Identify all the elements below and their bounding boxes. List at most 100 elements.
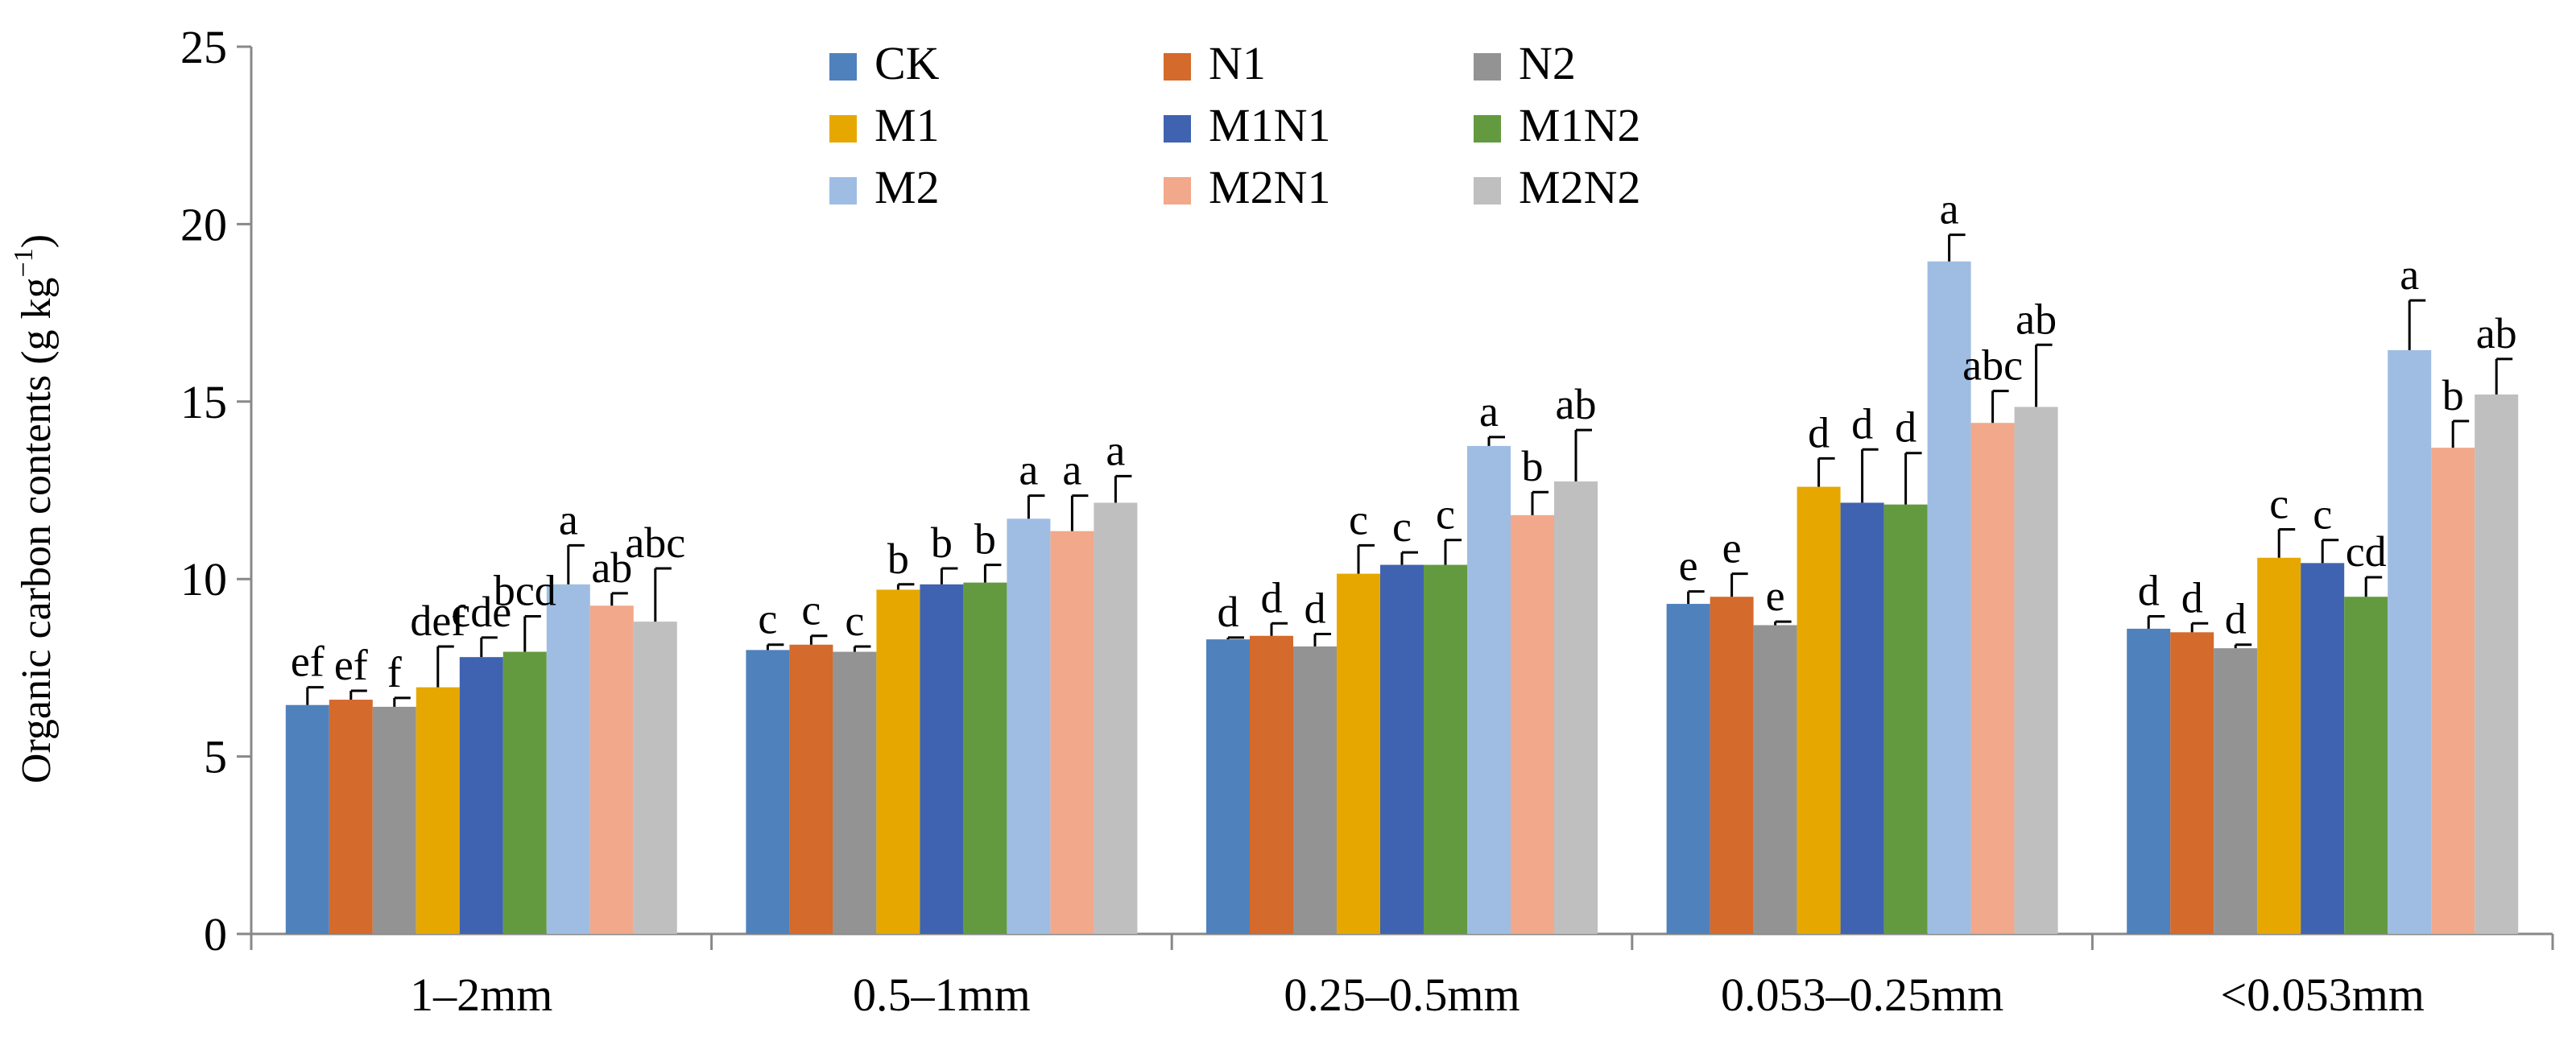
significance-label: b (931, 518, 953, 567)
bar (2388, 349, 2432, 934)
significance-label: a (2400, 250, 2419, 299)
significance-label: c (1392, 502, 1412, 551)
bar (2014, 407, 2058, 934)
significance-label: abc (625, 518, 685, 567)
bar (1094, 502, 1138, 934)
bar (920, 584, 964, 934)
legend-label: M2N2 (1519, 161, 1640, 213)
bar (1424, 564, 1467, 934)
bar (2214, 648, 2258, 934)
significance-label: a (1106, 426, 1125, 474)
significance-label: abc (1962, 341, 2023, 390)
significance-label: c (758, 595, 777, 643)
significance-label: bcd (494, 566, 556, 614)
bar (876, 589, 920, 934)
bar (1206, 639, 1250, 934)
significance-label: b (1522, 442, 1544, 490)
significance-label: d (2138, 566, 2160, 614)
y-tick-label: 0 (204, 908, 227, 960)
y-tick-label: 20 (180, 198, 227, 250)
significance-label: b (887, 535, 909, 583)
significance-label: c (2313, 490, 2332, 539)
y-tick-label: 5 (204, 731, 227, 783)
legend-label: CK (875, 37, 940, 89)
significance-label: d (1218, 588, 1239, 636)
legend-label: M2 (875, 161, 940, 213)
significance-label: a (1019, 446, 1038, 494)
legend-swatch (1164, 53, 1191, 81)
bar (329, 700, 373, 934)
significance-label: cde (451, 588, 511, 636)
significance-label: d (1808, 408, 1830, 456)
bar (2301, 563, 2345, 934)
bar (546, 584, 590, 934)
y-axis-label-main: Organic carbon contents (g kg (14, 277, 60, 783)
legend-label: M1N1 (1209, 99, 1330, 151)
bar (416, 687, 460, 934)
bar (1710, 597, 1754, 934)
significance-label: d (2181, 573, 2203, 622)
legend-label: M1 (875, 99, 940, 151)
x-category-label: 0.25–0.5mm (1284, 969, 1520, 1021)
bar (2127, 628, 2171, 934)
x-category-label: 0.5–1mm (853, 969, 1031, 1021)
bar (2344, 597, 2388, 934)
bar (1511, 514, 1554, 934)
bar (633, 622, 677, 934)
bar (1797, 486, 1841, 934)
bar (2431, 448, 2475, 934)
bar (589, 605, 634, 934)
significance-label: d (1305, 585, 1326, 633)
legend-swatch (829, 115, 857, 143)
bar (1467, 445, 1511, 934)
significance-label: a (559, 495, 578, 543)
y-tick-label: 15 (180, 376, 227, 428)
legend-label: M1N2 (1519, 99, 1640, 151)
x-category-label: <0.053mm (2220, 969, 2424, 1021)
significance-label: d (1261, 573, 1283, 622)
significance-label: a (1062, 446, 1081, 494)
bar (1007, 518, 1051, 934)
significance-label: ef (291, 638, 325, 686)
y-tick-label: 25 (180, 21, 227, 73)
bar (372, 706, 416, 934)
significance-label: e (1766, 572, 1785, 620)
x-category-label: 1–2mm (410, 969, 552, 1021)
significance-label: b (974, 515, 996, 564)
bar (1380, 564, 1424, 934)
significance-label: e (1722, 524, 1742, 572)
legend-label: M2N1 (1209, 161, 1330, 213)
bar (459, 657, 503, 934)
legend: CK N1 N2 M1 M1N1 M1N2 M2 M2N1 M2N2 (829, 37, 1640, 213)
significance-label: c (845, 597, 864, 645)
bar (1554, 481, 1598, 934)
y-axis-label-sup: −1 (9, 248, 39, 277)
significance-label: c (1349, 495, 1368, 543)
bar (2257, 557, 2301, 934)
significance-label: ab (1556, 380, 1597, 428)
bar (1753, 625, 1797, 934)
axes-group: 0 5 10 15 20 25 1–2mm 0.5–1mm 0.25–0.5mm 0.053–0.… (180, 21, 2554, 1021)
y-tick-label: 10 (180, 553, 227, 605)
bar (833, 651, 877, 934)
significance-label: cd (2346, 527, 2387, 576)
bar (1970, 423, 2015, 934)
significance-label: d (2225, 595, 2247, 643)
significance-label: e (1679, 542, 1698, 590)
significance-label: a (1479, 387, 1499, 436)
significance-label: c (801, 586, 821, 634)
bar (1293, 646, 1337, 934)
bar (746, 650, 790, 934)
significance-label: ef (334, 641, 368, 689)
significance-label: ab (2476, 309, 2517, 357)
significance-label: d (1895, 403, 1916, 452)
bar (1050, 531, 1094, 934)
significance-label: ab (591, 543, 632, 592)
bar (1250, 635, 1293, 934)
significance-label: c (2269, 479, 2289, 527)
bar (285, 704, 329, 934)
significance-label: a (1940, 185, 1959, 233)
bar (1666, 604, 1710, 934)
bar (1883, 504, 1928, 934)
